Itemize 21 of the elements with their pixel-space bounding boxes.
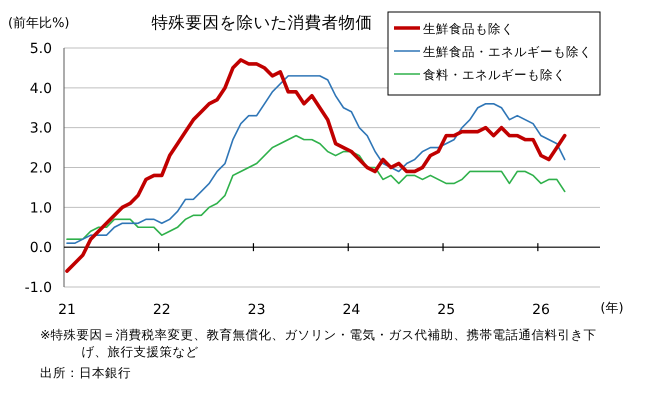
y-tick-label: 1.0: [30, 200, 52, 216]
y-tick-label: 4.0: [30, 80, 52, 97]
chart-title: 特殊要因を除いた消費者物価: [152, 13, 372, 32]
x-tick-label: 26: [532, 302, 550, 318]
legend-label: 生鮮食品・エネルギーも除く: [423, 44, 592, 59]
x-tick-label: 22: [152, 302, 171, 318]
text: 出所：日本銀行: [40, 364, 132, 381]
y-tick-label: 3.0: [30, 120, 52, 137]
x-tick-label: 23: [248, 302, 266, 318]
text: ※特殊要因＝消費税率変更、教育無償化、ガソリン・電気・ガス代補助、携帯電話通信料引き下げ、旅行支援策など: [40, 326, 598, 360]
x-tick-label: 25: [437, 302, 456, 318]
x-tick-label: 24: [342, 302, 360, 318]
legend-label: 生鮮食品も除く: [423, 21, 514, 36]
legend-label: 食料・エネルギーも除く: [423, 67, 566, 82]
x-axis-title: (年): [600, 301, 624, 316]
y-axis-title: (前年比%): [8, 16, 70, 31]
y-tick-label: 5.0: [30, 41, 52, 57]
y-tick-label: 0.0: [30, 240, 52, 256]
y-tick-label: -1.0: [24, 280, 52, 296]
y-tick-label: 2.0: [30, 160, 52, 176]
x-tick-label: 21: [58, 302, 76, 318]
